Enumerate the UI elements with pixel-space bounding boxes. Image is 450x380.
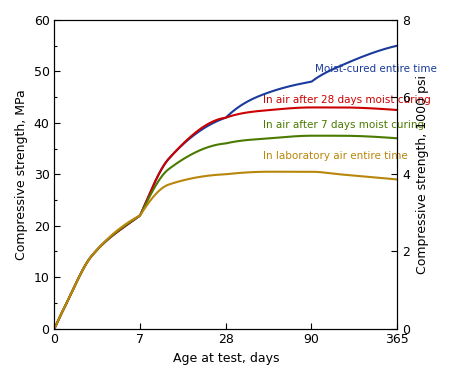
Text: In air after 28 days moist curing: In air after 28 days moist curing (263, 95, 431, 105)
Y-axis label: Compressive strength, 1000 psi: Compressive strength, 1000 psi (415, 75, 428, 274)
X-axis label: Age at test, days: Age at test, days (172, 352, 279, 365)
Text: Moist-cured entire time: Moist-cured entire time (315, 64, 436, 74)
Text: In laboratory air entire time: In laboratory air entire time (263, 151, 408, 161)
Text: In air after 7 days moist curing: In air after 7 days moist curing (263, 120, 424, 130)
Y-axis label: Compressive strength, MPa: Compressive strength, MPa (15, 89, 28, 260)
